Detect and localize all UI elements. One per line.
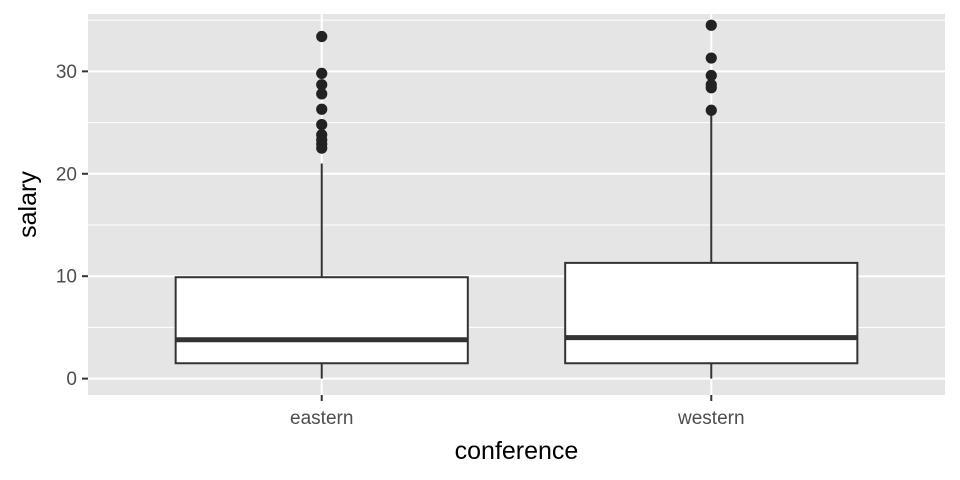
outlier-point [316, 103, 328, 115]
outlier-point [316, 30, 328, 43]
x-axis: eastern western [290, 395, 745, 429]
outlier-point [316, 119, 328, 131]
y-tick-label: 20 [56, 164, 77, 185]
outlier-point [705, 52, 717, 64]
outlier-point [316, 88, 328, 100]
x-tick-label: eastern [290, 408, 353, 429]
box-eastern [174, 30, 469, 379]
x-axis-title: conference [455, 437, 579, 465]
outlier-point [705, 104, 717, 116]
y-tick-label: 10 [56, 267, 77, 288]
x-tick-label: western [677, 408, 745, 429]
outlier-point [705, 19, 717, 31]
outlier-point [316, 129, 328, 141]
y-axis: 0 10 20 30 [56, 62, 88, 390]
outlier-point [705, 79, 717, 91]
y-tick-label: 30 [56, 62, 77, 83]
box-western [564, 19, 859, 379]
y-axis-title: salary [14, 171, 42, 238]
y-tick-label: 0 [66, 369, 77, 390]
outlier-point [316, 67, 328, 80]
outlier-point [705, 69, 717, 82]
box-body [564, 261, 859, 365]
boxplot-series [174, 19, 859, 379]
box-body [174, 276, 469, 365]
outlier-point [316, 79, 328, 91]
